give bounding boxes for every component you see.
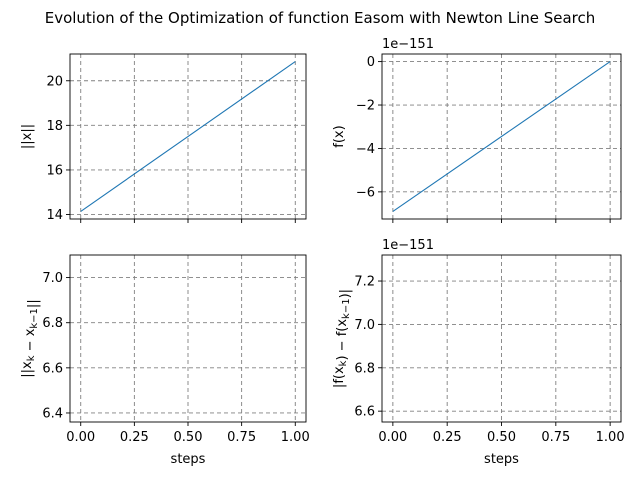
x-tick-label: 0.25 [120,430,149,445]
y-tick-label: 18 [46,119,63,134]
x-tick-label: 0.75 [227,430,256,445]
subplot-1: 14 16 18 20 ||x|| [20,53,307,223]
y-offset-text: 1e−151 [382,37,434,52]
series-line [80,61,296,212]
y-tick-label: 7.0 [42,271,63,286]
x-tick-label: 0.50 [487,430,516,445]
y-tick-label: −4 [356,142,375,157]
subplot-3: 0.00 0.25 0.50 0.75 1.00 6.4 6.6 6.8 7.0||xk − x… [20,254,310,467]
y-axis-label: |f(xk) − f(xk−1)| [332,289,353,388]
y-offset-text: 1e−151 [382,238,434,253]
y-axis-label: f(x) [332,125,347,147]
y-tick-label: 6.8 [42,316,63,331]
y-tick-label: 0 [367,55,375,70]
x-tick-label: 0.75 [541,430,570,445]
x-tick-label: 0.00 [378,430,407,445]
y-axis-label: ||x|| [20,124,35,149]
y-tick-label: 6.6 [354,405,375,420]
subplot-4: 0.00 0.25 0.50 0.75 1.00 6.6 6.8 7.0 7.2 1e−151 |f… [332,238,625,467]
x-tick-label: 1.00 [596,430,625,445]
y-tick-label: −6 [356,185,375,200]
y-tick-label: 6.4 [42,406,63,421]
figure-title: Evolution of the Optimization of functio… [45,9,596,27]
y-tick-label: 6.8 [354,361,375,376]
series-line [392,61,611,212]
x-axis-label: steps [484,452,519,467]
y-axis-label: ||xk − xk−1|| [20,299,41,377]
y-tick-label: 20 [46,74,63,89]
x-tick-label: 0.00 [66,430,95,445]
subplot-2: −6 −4 −2 0 1e−151 f(x) [332,37,622,223]
x-tick-label: 0.50 [174,430,203,445]
y-tick-label: 16 [46,163,63,178]
y-tick-label: −2 [356,99,375,114]
y-tick-label: 6.6 [42,361,63,376]
x-tick-label: 0.25 [433,430,462,445]
y-tick-label: 14 [46,208,63,223]
y-tick-label: 7.0 [354,318,375,333]
y-tick-label: 7.2 [354,275,375,290]
x-axis-label: steps [171,452,206,467]
x-tick-label: 1.00 [281,430,310,445]
